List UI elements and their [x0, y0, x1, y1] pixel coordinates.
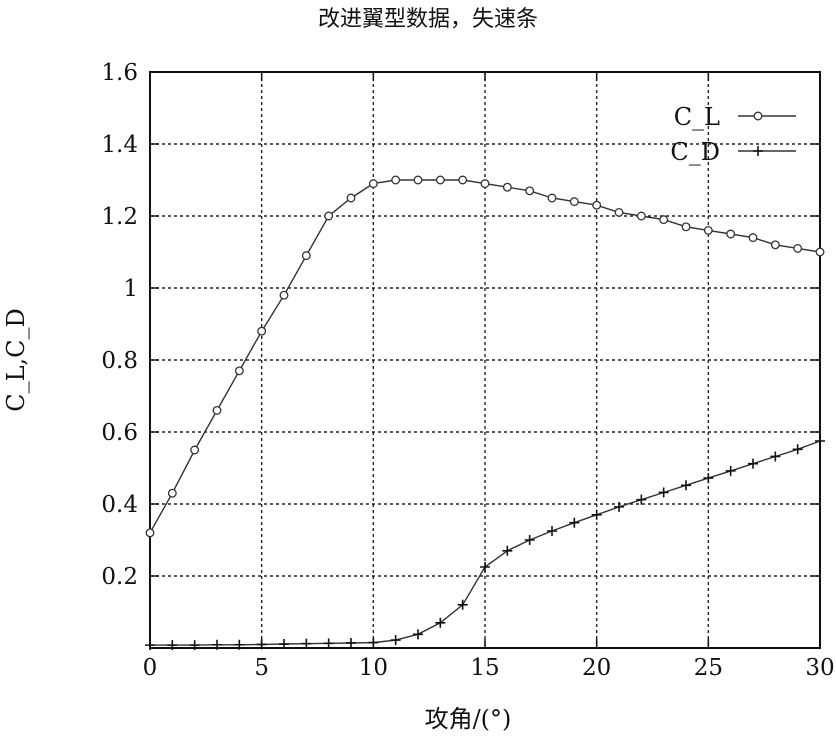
y-tick-label: 0.8 — [101, 348, 138, 374]
data-point-c-l — [793, 243, 803, 253]
series-group — [145, 175, 825, 651]
data-point-c-l — [815, 247, 825, 257]
x-tick-label: 10 — [359, 655, 388, 681]
data-point-c-d — [792, 444, 803, 455]
data-point-c-d — [189, 640, 200, 651]
data-point-c-d — [524, 535, 535, 545]
data-point-c-l — [480, 179, 490, 189]
data-point-c-d — [703, 473, 714, 484]
y-tick-label: 1.6 — [101, 60, 138, 86]
data-point-c-l — [458, 175, 468, 185]
grid — [150, 72, 820, 648]
data-point-c-l — [636, 211, 646, 221]
data-point-c-d — [212, 639, 222, 650]
data-point-c-l — [502, 182, 512, 192]
data-point-c-l — [435, 175, 445, 185]
data-point-c-d — [569, 517, 580, 528]
y-tick-label: 1.4 — [101, 132, 138, 158]
data-point-c-l — [614, 207, 624, 217]
data-point-c-d — [413, 629, 423, 640]
data-point-c-l — [346, 193, 356, 203]
data-point-c-l — [279, 290, 289, 300]
y-tick-label: 0.2 — [101, 564, 138, 590]
data-point-c-l — [703, 225, 713, 235]
x-axis-label: 攻角/(°) — [425, 705, 512, 733]
data-point-c-l — [569, 197, 579, 207]
data-point-c-l — [391, 175, 401, 185]
data-point-c-d — [323, 638, 334, 649]
data-point-c-d — [435, 617, 446, 628]
y-axis-label: C_L,C_D — [2, 308, 30, 412]
y-tick-label: 0.6 — [101, 420, 138, 446]
data-point-c-d — [301, 638, 312, 649]
data-point-c-d — [658, 487, 669, 498]
data-point-c-l — [592, 200, 602, 210]
legend-label-c-d: C_D — [670, 138, 720, 166]
data-point-c-d — [480, 562, 490, 572]
x-tick-label: 5 — [254, 655, 269, 681]
data-point-c-d — [145, 640, 155, 651]
data-point-c-d — [636, 494, 647, 505]
chart-title: 改进翼型数据，失速条 — [318, 7, 538, 32]
data-point-c-d — [725, 465, 736, 476]
x-tick-label: 0 — [143, 655, 158, 681]
data-point-c-l — [413, 175, 423, 185]
data-point-c-l — [301, 251, 311, 261]
data-point-c-d — [256, 639, 267, 650]
data-point-c-d — [368, 637, 379, 648]
data-point-c-l — [726, 229, 736, 239]
data-point-c-l — [547, 193, 557, 203]
legend: C_L C_D — [670, 103, 796, 166]
series-c-l — [145, 175, 825, 538]
data-point-c-d — [770, 451, 781, 462]
axis-ticks: 0 5 10 15 20 25 30 0.2 0.4 0.6 0.8 1 1.2 1.4 1.6 — [101, 60, 834, 681]
data-point-c-l — [145, 528, 155, 538]
data-point-c-d — [167, 640, 178, 651]
x-tick-label: 20 — [582, 655, 611, 681]
data-point-c-l — [368, 179, 378, 189]
data-point-c-l — [212, 405, 222, 415]
data-point-c-d — [681, 480, 691, 491]
data-point-c-l — [770, 240, 780, 250]
data-point-c-l — [681, 222, 691, 232]
data-point-c-d — [815, 436, 825, 446]
data-point-c-d — [234, 639, 245, 650]
x-tick-label: 25 — [694, 655, 723, 681]
data-point-c-d — [457, 599, 468, 610]
y-tick-label: 1.2 — [101, 204, 138, 230]
data-point-c-l — [257, 326, 267, 336]
data-point-c-d — [591, 509, 602, 520]
data-point-c-l — [167, 488, 177, 498]
data-point-c-d — [547, 526, 557, 536]
data-point-c-l — [748, 233, 758, 243]
data-point-c-d — [346, 637, 356, 648]
data-point-c-d — [614, 501, 624, 512]
legend-marker-c-l — [753, 111, 763, 121]
data-point-c-l — [234, 366, 244, 376]
data-point-c-l — [525, 186, 535, 196]
legend-marker-c-d — [753, 146, 763, 156]
data-point-c-d — [390, 635, 401, 646]
y-tick-label: 1 — [123, 276, 138, 302]
x-tick-label: 30 — [805, 655, 834, 681]
data-point-c-l — [190, 445, 200, 455]
y-tick-label: 0.4 — [101, 492, 138, 518]
data-point-c-l — [324, 211, 334, 221]
x-tick-label: 15 — [470, 655, 499, 681]
data-point-c-l — [659, 215, 669, 225]
series-c-d — [145, 436, 825, 651]
legend-label-c-l: C_L — [674, 103, 720, 131]
data-point-c-d — [502, 545, 513, 556]
data-point-c-d — [748, 458, 758, 469]
data-point-c-d — [279, 639, 289, 650]
